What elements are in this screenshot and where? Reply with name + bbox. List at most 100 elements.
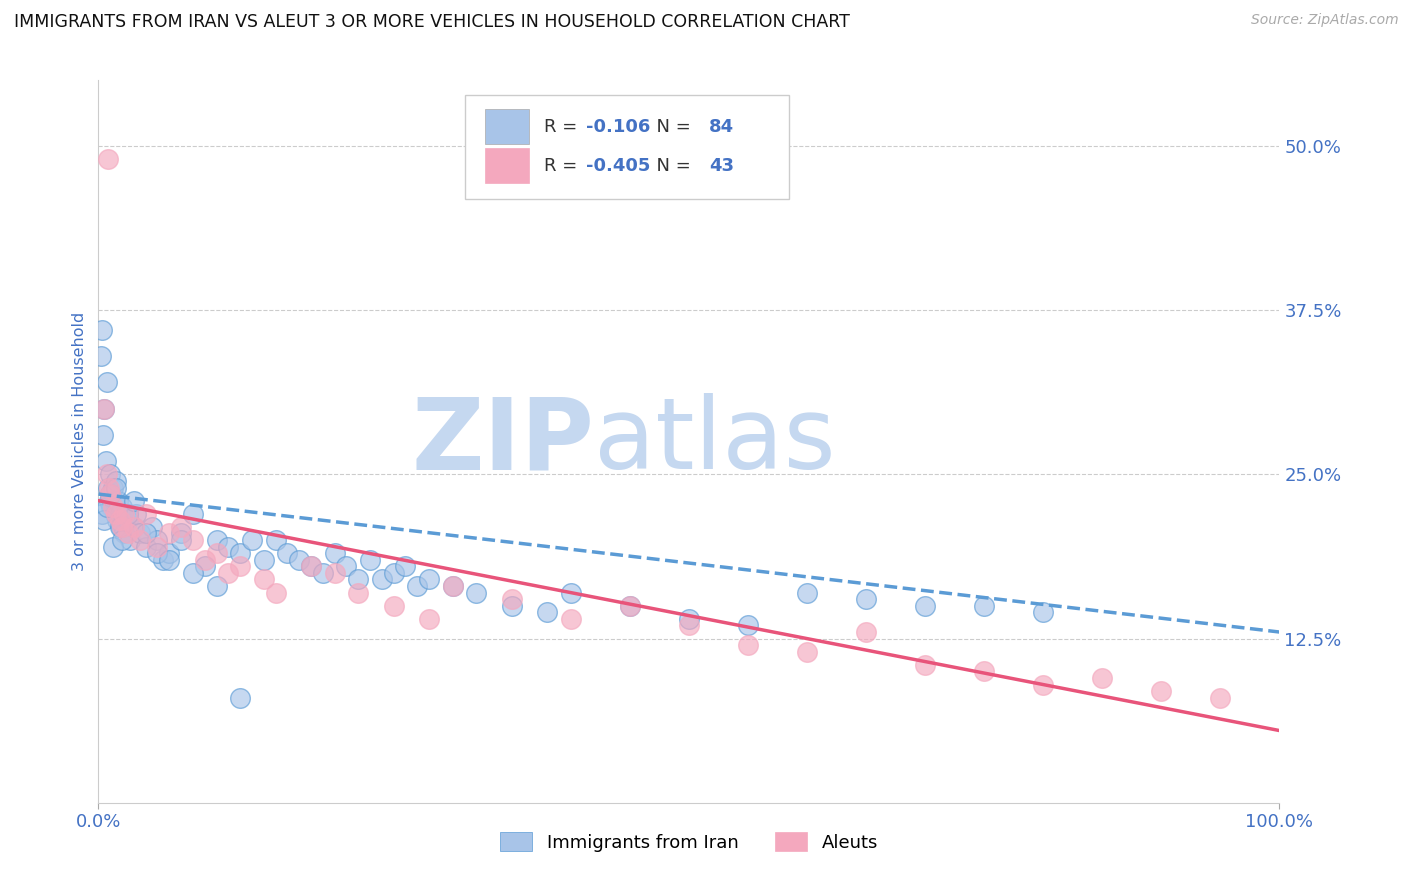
Point [112, 526, 135, 541]
Point [111, 533, 134, 547]
Point [973, 599, 995, 613]
Point [914, 657, 936, 672]
Point [105, 481, 128, 495]
Point [98, 493, 121, 508]
Point [135, 540, 157, 554]
Point [157, 553, 180, 567]
Point [104, 507, 127, 521]
Point [1032, 605, 1054, 619]
Point [619, 599, 641, 613]
Point [264, 533, 287, 547]
Point [157, 526, 180, 541]
Point [299, 559, 322, 574]
Point [371, 573, 394, 587]
Text: atlas: atlas [595, 393, 837, 490]
Point [117, 526, 139, 541]
Point [796, 585, 818, 599]
Point [107, 493, 129, 508]
Point [441, 579, 464, 593]
Point [105, 513, 128, 527]
Point [217, 566, 239, 580]
Point [253, 553, 276, 567]
Point [91, 428, 114, 442]
Point [93, 401, 115, 416]
Point [678, 612, 700, 626]
Point [441, 579, 464, 593]
Point [560, 585, 582, 599]
Point [205, 579, 228, 593]
Point [678, 618, 700, 632]
Text: R =: R = [544, 118, 582, 136]
Point [105, 507, 128, 521]
Point [229, 559, 252, 574]
Point [312, 566, 335, 580]
Point [796, 645, 818, 659]
Point [90, 349, 112, 363]
Point [96, 467, 118, 482]
Text: R =: R = [544, 156, 582, 175]
Point [93, 401, 115, 416]
Point [181, 533, 204, 547]
Point [536, 605, 558, 619]
Point [382, 566, 405, 580]
Text: N =: N = [645, 156, 697, 175]
Text: IMMIGRANTS FROM IRAN VS ALEUT 3 OR MORE VEHICLES IN HOUSEHOLD CORRELATION CHART: IMMIGRANTS FROM IRAN VS ALEUT 3 OR MORE … [14, 13, 851, 31]
Point [97, 481, 120, 495]
Point [194, 553, 217, 567]
Point [229, 546, 252, 560]
Text: N =: N = [645, 118, 697, 136]
Point [97, 152, 120, 166]
FancyBboxPatch shape [485, 109, 530, 144]
Point [855, 592, 877, 607]
Point [382, 599, 405, 613]
Point [146, 533, 169, 547]
Text: ZIP: ZIP [412, 393, 595, 490]
Point [406, 579, 429, 593]
Point [347, 585, 370, 599]
Point [914, 599, 936, 613]
Point [111, 520, 134, 534]
Point [335, 559, 357, 574]
Point [110, 520, 132, 534]
Point [170, 533, 193, 547]
Point [152, 553, 174, 567]
Point [737, 618, 759, 632]
Point [205, 533, 228, 547]
Y-axis label: 3 or more Vehicles in Household: 3 or more Vehicles in Household [72, 312, 87, 571]
Point [737, 638, 759, 652]
Point [100, 500, 122, 515]
Point [128, 533, 150, 547]
Text: 84: 84 [709, 118, 734, 136]
Point [1150, 684, 1173, 698]
Point [101, 500, 124, 515]
Point [264, 585, 287, 599]
Text: -0.106: -0.106 [586, 118, 651, 136]
Point [117, 513, 139, 527]
Text: Source: ZipAtlas.com: Source: ZipAtlas.com [1251, 13, 1399, 28]
Point [122, 520, 145, 534]
Point [359, 553, 381, 567]
Point [619, 599, 641, 613]
Point [205, 546, 228, 560]
Point [112, 507, 135, 521]
Point [1091, 671, 1114, 685]
Point [157, 546, 180, 560]
Point [101, 481, 124, 495]
Point [501, 592, 523, 607]
Point [122, 520, 145, 534]
Point [93, 513, 115, 527]
Point [194, 559, 217, 574]
Point [229, 690, 252, 705]
Point [117, 507, 139, 521]
Point [91, 323, 114, 337]
Point [347, 573, 370, 587]
Point [299, 559, 322, 574]
Point [1032, 677, 1054, 691]
Point [418, 612, 440, 626]
Point [108, 513, 131, 527]
Point [181, 507, 204, 521]
Point [112, 520, 135, 534]
Text: 43: 43 [709, 156, 734, 175]
Point [560, 612, 582, 626]
Point [1209, 690, 1232, 705]
